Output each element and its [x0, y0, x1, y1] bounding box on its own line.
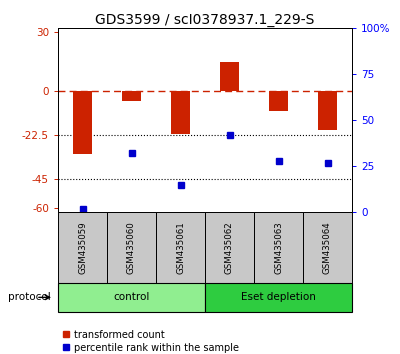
Text: control: control: [113, 292, 150, 302]
Bar: [269, 91, 288, 110]
Title: GDS3599 / scI0378937.1_229-S: GDS3599 / scI0378937.1_229-S: [95, 13, 315, 27]
Bar: [58, 283, 205, 312]
Text: GSM435060: GSM435060: [127, 221, 136, 274]
Bar: [107, 212, 156, 283]
Bar: [58, 212, 107, 283]
Bar: [205, 283, 352, 312]
Text: GSM435063: GSM435063: [274, 221, 283, 274]
Legend: transformed count, percentile rank within the sample: transformed count, percentile rank withi…: [63, 330, 238, 353]
Bar: [254, 212, 303, 283]
Bar: [303, 212, 352, 283]
Bar: [171, 91, 190, 134]
Bar: [205, 212, 254, 283]
Text: Eset depletion: Eset depletion: [241, 292, 316, 302]
Text: GSM435061: GSM435061: [176, 221, 185, 274]
Bar: [122, 91, 141, 101]
Text: GSM435064: GSM435064: [323, 221, 332, 274]
Text: protocol: protocol: [8, 292, 51, 302]
Bar: [318, 91, 337, 130]
Bar: [73, 91, 92, 154]
Bar: [220, 62, 239, 91]
Text: GSM435062: GSM435062: [225, 221, 234, 274]
Bar: [156, 212, 205, 283]
Text: GSM435059: GSM435059: [78, 222, 87, 274]
